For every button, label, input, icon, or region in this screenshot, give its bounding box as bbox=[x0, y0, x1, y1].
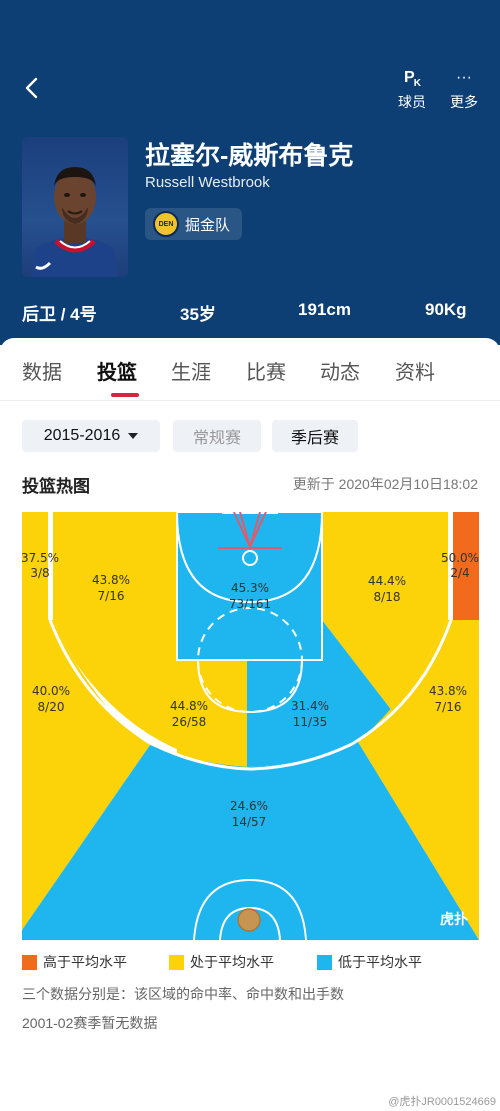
hoop-icon bbox=[218, 512, 282, 566]
back-button[interactable] bbox=[20, 74, 44, 102]
legend-label: 低于平均水平 bbox=[338, 954, 422, 970]
zone-label-count: 26/58 bbox=[172, 715, 207, 729]
note-no-data: 2001-02赛季暂无数据 bbox=[22, 1015, 158, 1031]
active-tab-indicator bbox=[111, 393, 139, 397]
legend-label: 高于平均水平 bbox=[43, 954, 127, 970]
zone-label-count: 8/18 bbox=[374, 590, 401, 604]
legend-below: 低于平均水平 bbox=[317, 952, 422, 972]
zone-label-count: 14/57 bbox=[232, 815, 267, 829]
nuggets-logo-icon: DEN bbox=[153, 211, 179, 237]
chevron-left-icon bbox=[25, 77, 38, 99]
player-photo bbox=[22, 137, 128, 277]
player-header: PK 球员 ··· 更多 拉塞尔-威斯布鲁克 Russell Westbrook… bbox=[0, 0, 500, 345]
player-name-en: Russell Westbrook bbox=[145, 174, 270, 191]
zone-label-pct: 43.8% bbox=[429, 684, 467, 698]
tab-bar: 数据 投篮 生涯 比赛 动态 资料 bbox=[0, 338, 500, 401]
tab-games[interactable]: 比赛 bbox=[246, 362, 286, 384]
section-title: 投篮热图 bbox=[22, 477, 90, 496]
court-watermark: 虎扑 bbox=[440, 911, 468, 928]
note-explanation: 三个数据分别是：该区域的命中率、命中数和出手数 bbox=[22, 986, 344, 1002]
updated-timestamp: 更新于 2020年02月10日18:02 bbox=[292, 476, 478, 492]
position-number: 后卫 / 4号 bbox=[22, 305, 97, 324]
zone-right-wing-3 bbox=[358, 620, 479, 940]
regular-season-chip[interactable]: 常规赛 bbox=[173, 420, 261, 452]
zone-label-pct: 37.5% bbox=[22, 551, 59, 565]
legend-above: 高于平均水平 bbox=[22, 952, 127, 972]
zone-left-corner-3 bbox=[22, 512, 48, 620]
zone-right-elbow bbox=[247, 620, 396, 767]
zone-label-count: 2/4 bbox=[450, 566, 469, 580]
player-name-cn: 拉塞尔-威斯布鲁克 bbox=[145, 142, 354, 170]
zone-left-wing-3 bbox=[22, 620, 150, 930]
tab-profile[interactable]: 资料 bbox=[395, 362, 435, 384]
pk-icon: PK bbox=[404, 69, 421, 90]
compare-player-label: 球员 bbox=[398, 94, 426, 110]
basketball-icon bbox=[237, 908, 261, 932]
zone-label-count: 73/161 bbox=[229, 597, 271, 611]
tab-news[interactable]: 动态 bbox=[320, 362, 360, 384]
more-icon: ··· bbox=[456, 69, 472, 86]
legend-average: 处于平均水平 bbox=[169, 952, 274, 972]
zone-left-elbow bbox=[150, 660, 247, 767]
tab-career[interactable]: 生涯 bbox=[171, 362, 211, 384]
zone-label-count: 7/16 bbox=[435, 700, 462, 714]
age: 35岁 bbox=[180, 305, 216, 324]
zone-label-pct: 45.3% bbox=[231, 581, 269, 595]
more-label: 更多 bbox=[450, 94, 478, 110]
zone-label-count: 3/8 bbox=[30, 566, 49, 580]
zone-label-count: 11/35 bbox=[293, 715, 328, 729]
zone-label-pct: 43.8% bbox=[92, 573, 130, 587]
zone-label-pct: 44.8% bbox=[170, 699, 208, 713]
weight: 90Kg bbox=[425, 300, 467, 319]
court-lines bbox=[48, 512, 453, 940]
more-button[interactable]: ··· 更多 bbox=[442, 68, 486, 112]
tab-data[interactable]: 数据 bbox=[22, 362, 62, 384]
zone-label-pct: 31.4% bbox=[291, 699, 329, 713]
legend-swatch bbox=[22, 954, 37, 970]
season-select[interactable]: 2015-2016 bbox=[22, 420, 160, 452]
tab-shooting[interactable]: 投篮 bbox=[97, 362, 137, 384]
caret-down-icon bbox=[128, 433, 139, 439]
height: 191cm bbox=[298, 300, 351, 319]
zone-right-wing-mid bbox=[322, 512, 448, 716]
zone-label-count: 8/20 bbox=[38, 700, 65, 714]
legend-swatch bbox=[317, 954, 332, 970]
zone-right-corner-3 bbox=[453, 512, 479, 620]
zone-label-pct: 40.0% bbox=[32, 684, 70, 698]
legend-swatch bbox=[169, 954, 184, 970]
playoffs-chip[interactable]: 季后赛 bbox=[272, 420, 358, 452]
compare-player-button[interactable]: PK 球员 bbox=[390, 68, 434, 112]
season-value: 2015-2016 bbox=[43, 427, 121, 444]
team-link[interactable]: DEN 掘金队 bbox=[145, 208, 243, 240]
zone-label-count: 7/16 bbox=[98, 589, 125, 603]
shot-heatmap: 虎扑 37.5% 3/8 43.8% 7/16 45.3% 73/161 44.… bbox=[22, 512, 479, 940]
player-stats-row: 后卫 / 4号 35岁 191cm 90Kg bbox=[0, 296, 500, 326]
court-svg: 虎扑 37.5% 3/8 43.8% 7/16 45.3% 73/161 44.… bbox=[22, 512, 479, 940]
team-name: 掘金队 bbox=[185, 216, 231, 234]
zone-label-pct: 44.4% bbox=[368, 574, 406, 588]
legend-label: 处于平均水平 bbox=[190, 954, 274, 970]
zone-label-pct: 50.0% bbox=[441, 551, 479, 565]
zone-label-pct: 24.6% bbox=[230, 799, 268, 813]
image-watermark: @虎扑JR0001524669 bbox=[388, 1096, 496, 1108]
zone-top-key-3 bbox=[22, 742, 479, 940]
